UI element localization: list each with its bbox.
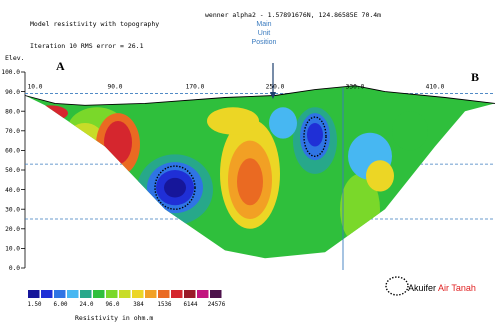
unit-label-line-1: Main	[256, 21, 272, 28]
x-tick-label: 10.0	[28, 84, 43, 91]
aquifer-legend-word-1: Akuifer	[408, 283, 439, 293]
aquifer-legend-symbol	[385, 276, 409, 296]
aquifer-outline	[154, 165, 196, 210]
y-tick-label: 20.0	[5, 226, 20, 233]
colorscale-swatch	[132, 290, 144, 298]
iteration-label: Iteration 10 RMS error = 26.1	[30, 42, 144, 50]
colorscale-swatch	[210, 290, 222, 298]
topography-line	[24, 85, 496, 106]
colorscale-label: 384	[133, 302, 144, 308]
chart-title: Model resistivity with topography	[30, 20, 160, 28]
colorscale-label: 24.0	[80, 302, 94, 308]
aquifer-legend-label: Akuifer Air Tanah	[408, 283, 476, 293]
y-axis-label: Elev.	[5, 54, 25, 62]
colorscale-swatch	[41, 290, 53, 298]
point-b-label: B	[471, 70, 480, 84]
colorscale-swatch	[67, 290, 79, 298]
colorscale-label: 6144	[184, 302, 198, 308]
resistivity-anomaly	[392, 111, 428, 151]
colorscale-label: 1.50	[28, 302, 42, 308]
x-tick-label: 170.0	[186, 84, 205, 91]
resistivity-anomaly	[32, 105, 68, 122]
colorscale-swatch	[158, 290, 170, 298]
point-a-label: A	[56, 59, 65, 73]
x-tick-label: 90.0	[108, 84, 123, 91]
colorscale-label: 1536	[158, 302, 172, 308]
colorscale-swatch	[145, 290, 157, 298]
aquifer-legend-word-2: Air Tanah	[438, 283, 476, 293]
y-tick-label: 40.0	[5, 187, 20, 194]
aquifer-outline	[303, 116, 327, 157]
y-tick-label: 60.0	[5, 148, 20, 155]
x-tick-label: 410.0	[426, 84, 445, 91]
colorscale-swatch	[80, 290, 92, 298]
colorscale-swatch	[54, 290, 66, 298]
colorscale-swatch	[28, 290, 40, 298]
x-tick-label: 250.0	[266, 84, 285, 91]
colorscale-title: Resistivity in ohm.m	[75, 314, 154, 322]
y-tick-label: 50.0	[5, 167, 20, 174]
colorscale-swatch	[184, 290, 196, 298]
unit-label-line-2: Unit	[257, 30, 271, 37]
colorscale-swatch	[171, 290, 183, 298]
resistivity-anomaly	[269, 107, 297, 139]
resistivity-anomaly	[164, 177, 186, 198]
y-tick-label: 100.0	[1, 69, 20, 76]
y-tick-label: 0.0	[9, 265, 20, 272]
resistivity-anomaly	[207, 107, 259, 135]
y-tick-label: 70.0	[5, 128, 20, 135]
location-label: wenner alpha2 - 1.57891676N, 124.86585E …	[205, 11, 382, 19]
unit-marker-arrow	[270, 92, 276, 99]
colorscale-label: 96.0	[106, 302, 120, 308]
colorscale-label: 24576	[208, 302, 226, 308]
unit-label-line-3: Position	[251, 39, 277, 46]
y-tick-label: 30.0	[5, 206, 20, 213]
colorscale-swatch	[93, 290, 105, 298]
y-tick-label: 90.0	[5, 89, 20, 96]
colorscale-swatch	[197, 290, 209, 298]
resistivity-anomaly	[307, 122, 323, 147]
colorscale-label: 6.00	[54, 302, 68, 308]
y-tick-label: 10.0	[5, 246, 20, 253]
x-tick-label: 330.0	[346, 84, 365, 91]
y-tick-label: 80.0	[5, 108, 20, 115]
resistivity-section	[25, 85, 495, 259]
main-unit-position-label: Main Unit Position	[240, 20, 288, 47]
resistivity-anomaly	[104, 121, 132, 165]
colorscale-swatch	[106, 290, 118, 298]
colorscale-swatch	[119, 290, 131, 298]
resistivity-anomaly	[237, 158, 263, 206]
resistivity-anomaly	[366, 160, 394, 192]
